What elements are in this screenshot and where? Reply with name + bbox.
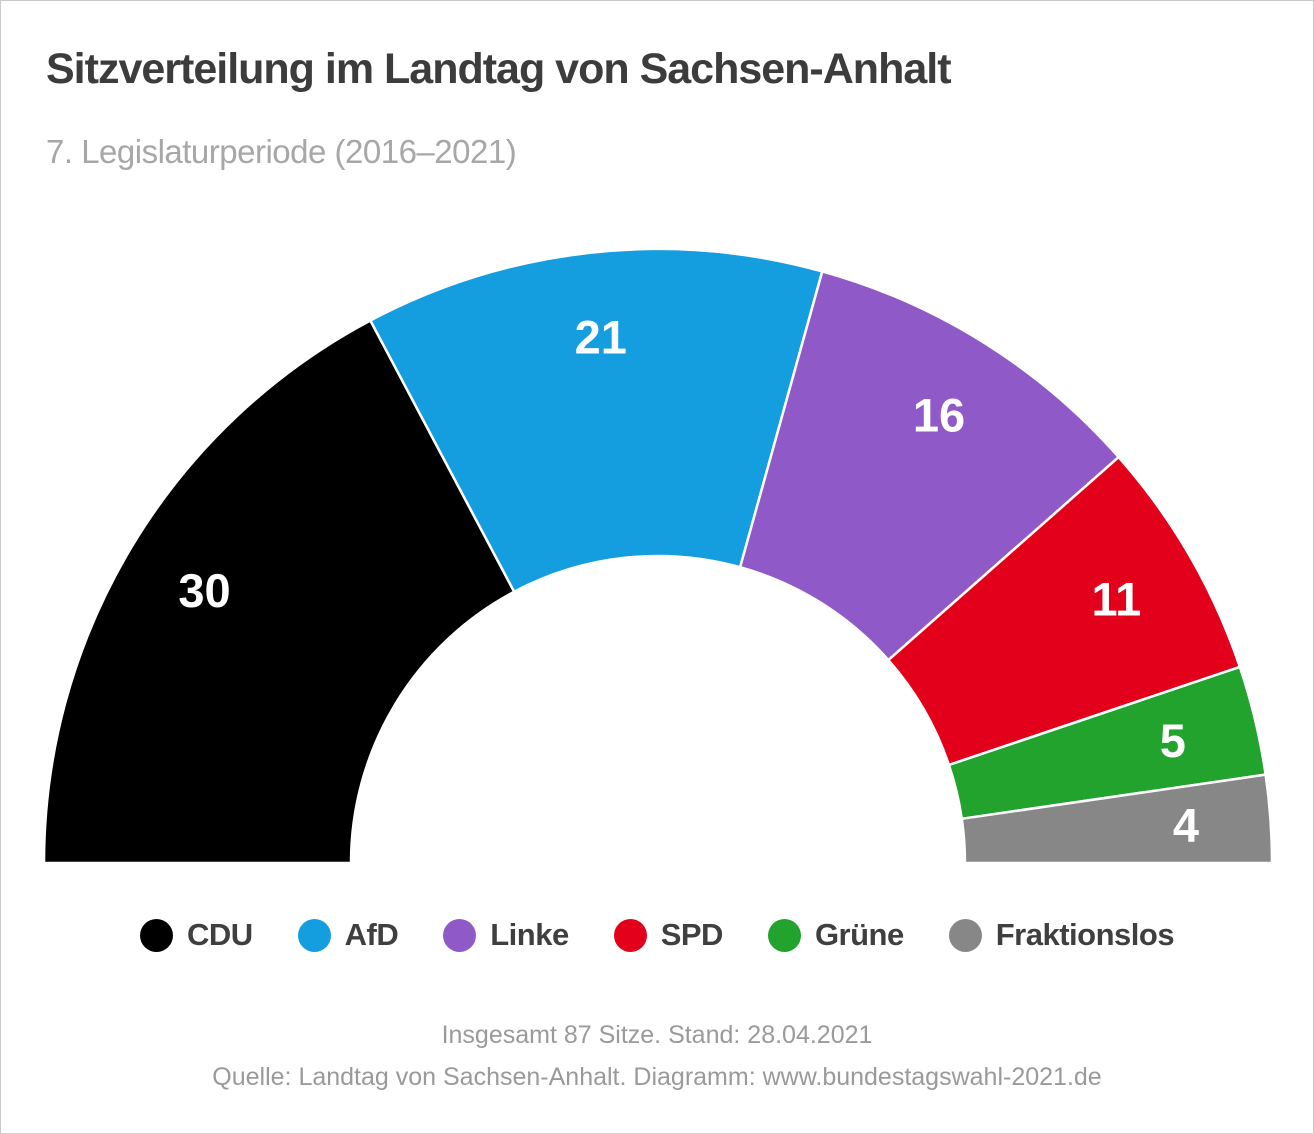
legend-label-fraktionslos: Fraktionslos (995, 917, 1175, 952)
legend-label-afd: AfD (344, 917, 399, 952)
segment-cdu (42, 319, 516, 865)
legend-item-fraktionslos: Fraktionslos (948, 917, 1175, 953)
legend-swatch-fraktionslos (948, 918, 982, 952)
legend-swatch-cdu (139, 918, 173, 952)
segment-label-spd: 11 (1092, 572, 1142, 625)
legend-swatch-spd (613, 918, 647, 952)
seat-distribution-hemicycle-chart: 30 21 16 11 5 4 (42, 247, 1274, 865)
total-seats-note: Insgesamt 87 Sitze. Stand: 28.04.2021 (441, 1021, 873, 1049)
legend: CDU AfD Linke SPD Grüne Fraktionslos (1, 917, 1313, 953)
source-note: Quelle: Landtag von Sachsen-Anhalt. Diag… (212, 1063, 1102, 1091)
page-title: Sitzverteilung im Landtag von Sachsen-An… (46, 45, 952, 93)
legend-swatch-linke (443, 918, 477, 952)
page-subtitle: 7. Legislaturperiode (2016–2021) (46, 133, 517, 170)
legend-item-gruene: Grüne (767, 917, 904, 953)
segment-label-afd: 21 (575, 311, 627, 364)
legend-item-afd: AfD (297, 917, 399, 953)
segment-label-linke: 16 (913, 388, 965, 441)
legend-item-linke: Linke (443, 917, 569, 953)
legend-swatch-gruene (767, 918, 801, 952)
segment-linke (738, 270, 1120, 662)
legend-swatch-afd (297, 918, 331, 952)
legend-label-cdu: CDU (186, 917, 253, 952)
legend-item-cdu: CDU (139, 917, 253, 953)
legend-label-spd: SPD (660, 917, 724, 952)
legend-label-gruene: Grüne (814, 917, 904, 952)
segment-label-cdu: 30 (178, 564, 230, 617)
legend-item-spd: SPD (613, 917, 724, 953)
segment-label-gruene: 5 (1160, 714, 1186, 767)
segment-fraktionslos (960, 773, 1274, 865)
segment-afd (369, 247, 824, 594)
segment-label-fraktionslos: 4 (1173, 799, 1199, 852)
legend-label-linke: Linke (490, 917, 569, 952)
